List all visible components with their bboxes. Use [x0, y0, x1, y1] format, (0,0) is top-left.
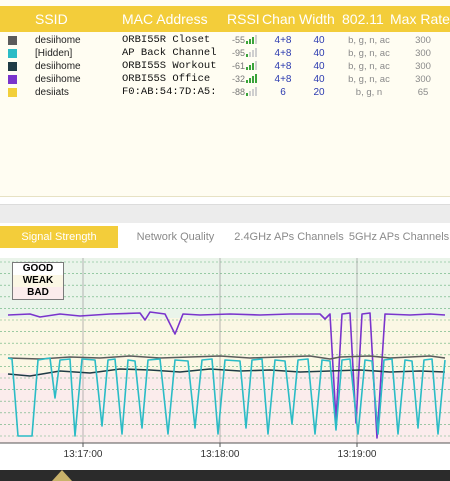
cell-mac: ORBI55S Workout [122, 60, 217, 72]
rssi-value: -55 [231, 35, 245, 45]
taskbar-mark [52, 470, 72, 481]
cell-ssid: desiihome [35, 61, 81, 72]
header-chan[interactable]: Chan [262, 11, 296, 27]
table-row[interactable]: desiiats F0:AB:54:7D:A5: -88 6 20 b, g, … [0, 86, 450, 99]
band-good [0, 258, 450, 318]
cell-chan: 4+8 [274, 74, 292, 85]
signal-chart-svg: 13:17:00 13:18:00 13:19:00 [0, 258, 450, 460]
cell-width: 40 [313, 61, 325, 72]
tab-network-quality[interactable]: Network Quality [136, 231, 215, 243]
signal-bars-icon [246, 48, 257, 57]
table-row[interactable]: desiihome ORBI55S Office -32 4+8 40 b, g… [0, 73, 450, 86]
cell-mac: AP Back Channel [122, 47, 217, 59]
cell-802-11: b, g, n, ac [348, 74, 390, 85]
cell-max-rate: 300 [415, 48, 431, 59]
cell-max-rate: 300 [415, 35, 431, 46]
signal-bars-icon [246, 61, 257, 70]
signal-strength-chart: 13:17:00 13:18:00 13:19:00 GOOD WEAK BAD [0, 248, 450, 470]
cell-ssid: [Hidden] [35, 48, 73, 59]
series-workout-line [7, 368, 446, 377]
series-color-swatch [8, 75, 17, 84]
cell-max-rate: 300 [415, 61, 431, 72]
header-max-rate[interactable]: Max Rate [390, 11, 450, 27]
signal-bars-icon [246, 35, 257, 44]
cell-max-rate: 300 [415, 74, 431, 85]
series-color-swatch [8, 36, 17, 45]
graph-tabs: Signal Strength Network Quality 2.4GHz A… [0, 226, 450, 248]
legend-good: GOOD [22, 263, 54, 274]
cell-802-11: b, g, n, ac [348, 61, 390, 72]
cell-mac: F0:AB:54:7D:A5: [122, 86, 217, 98]
series-color-swatch [8, 62, 17, 71]
cell-width: 40 [313, 48, 325, 59]
signal-bars-icon [246, 74, 257, 83]
cell-max-rate: 65 [417, 87, 429, 98]
table-row[interactable]: desiihome ORBI55R Closet -55 4+8 40 b, g… [0, 34, 450, 47]
header-802-11[interactable]: 802.11 [342, 11, 384, 27]
cell-chan: 4+8 [274, 48, 292, 59]
cell-ssid: desiihome [35, 74, 81, 85]
cell-mac: ORBI55R Closet [122, 34, 211, 46]
cell-width: 20 [313, 87, 325, 98]
cell-ssid: desiiats [35, 87, 69, 98]
header-rssi[interactable]: RSSI [227, 11, 260, 27]
ap-table: SSID MAC Address RSSI Chan Width 802.11 … [0, 0, 450, 197]
legend-weak: WEAK [13, 275, 63, 287]
x-tick-label: 13:17:00 [64, 449, 103, 460]
tab-24ghz-channels[interactable]: 2.4GHz APs Channels [234, 231, 344, 243]
rssi-value: -88 [231, 87, 245, 97]
table-header: SSID MAC Address RSSI Chan Width 802.11 … [0, 6, 450, 32]
series-office-line [7, 311, 446, 439]
signal-legend: GOOD WEAK BAD [12, 262, 64, 300]
cell-rssi: -55 [228, 34, 268, 47]
pane-splitter[interactable] [0, 204, 450, 223]
cell-width: 40 [313, 35, 325, 46]
table-rows: desiihome ORBI55R Closet -55 4+8 40 b, g… [0, 34, 450, 99]
series-hidden-line [7, 357, 446, 437]
legend-bad: BAD [13, 287, 63, 299]
x-tick-label: 13:19:00 [338, 449, 377, 460]
series-closet-line [7, 355, 446, 360]
table-row[interactable]: [Hidden] AP Back Channel -95 4+8 40 b, g… [0, 47, 450, 60]
cell-chan: 6 [280, 87, 286, 98]
cell-802-11: b, g, n, ac [348, 48, 390, 59]
header-width[interactable]: Width [299, 11, 335, 27]
tab-signal-strength[interactable]: Signal Strength [0, 226, 118, 248]
cell-chan: 4+8 [274, 61, 292, 72]
cell-width: 40 [313, 74, 325, 85]
cell-802-11: b, g, n [355, 87, 383, 98]
cell-mac: ORBI55S Office [122, 73, 211, 85]
rssi-value: -61 [231, 61, 245, 71]
cell-chan: 4+8 [274, 35, 292, 46]
cell-rssi: -88 [228, 86, 268, 99]
table-row[interactable]: desiihome ORBI55S Workout -61 4+8 40 b, … [0, 60, 450, 73]
rssi-value: -32 [231, 74, 245, 84]
series-color-swatch [8, 88, 17, 97]
header-mac[interactable]: MAC Address [122, 11, 208, 27]
cell-rssi: -32 [228, 73, 268, 86]
signal-bars-icon [246, 87, 257, 96]
cell-rssi: -61 [228, 60, 268, 73]
tab-5ghz-channels[interactable]: 5GHz APs Channels [348, 231, 450, 243]
cell-rssi: -95 [228, 47, 268, 60]
x-tick-label: 13:18:00 [201, 449, 240, 460]
rssi-value: -95 [231, 48, 245, 58]
cell-ssid: desiihome [35, 35, 81, 46]
cell-802-11: b, g, n, ac [348, 35, 390, 46]
header-ssid[interactable]: SSID [35, 11, 68, 27]
taskbar-strip [0, 470, 450, 481]
series-color-swatch [8, 49, 17, 58]
